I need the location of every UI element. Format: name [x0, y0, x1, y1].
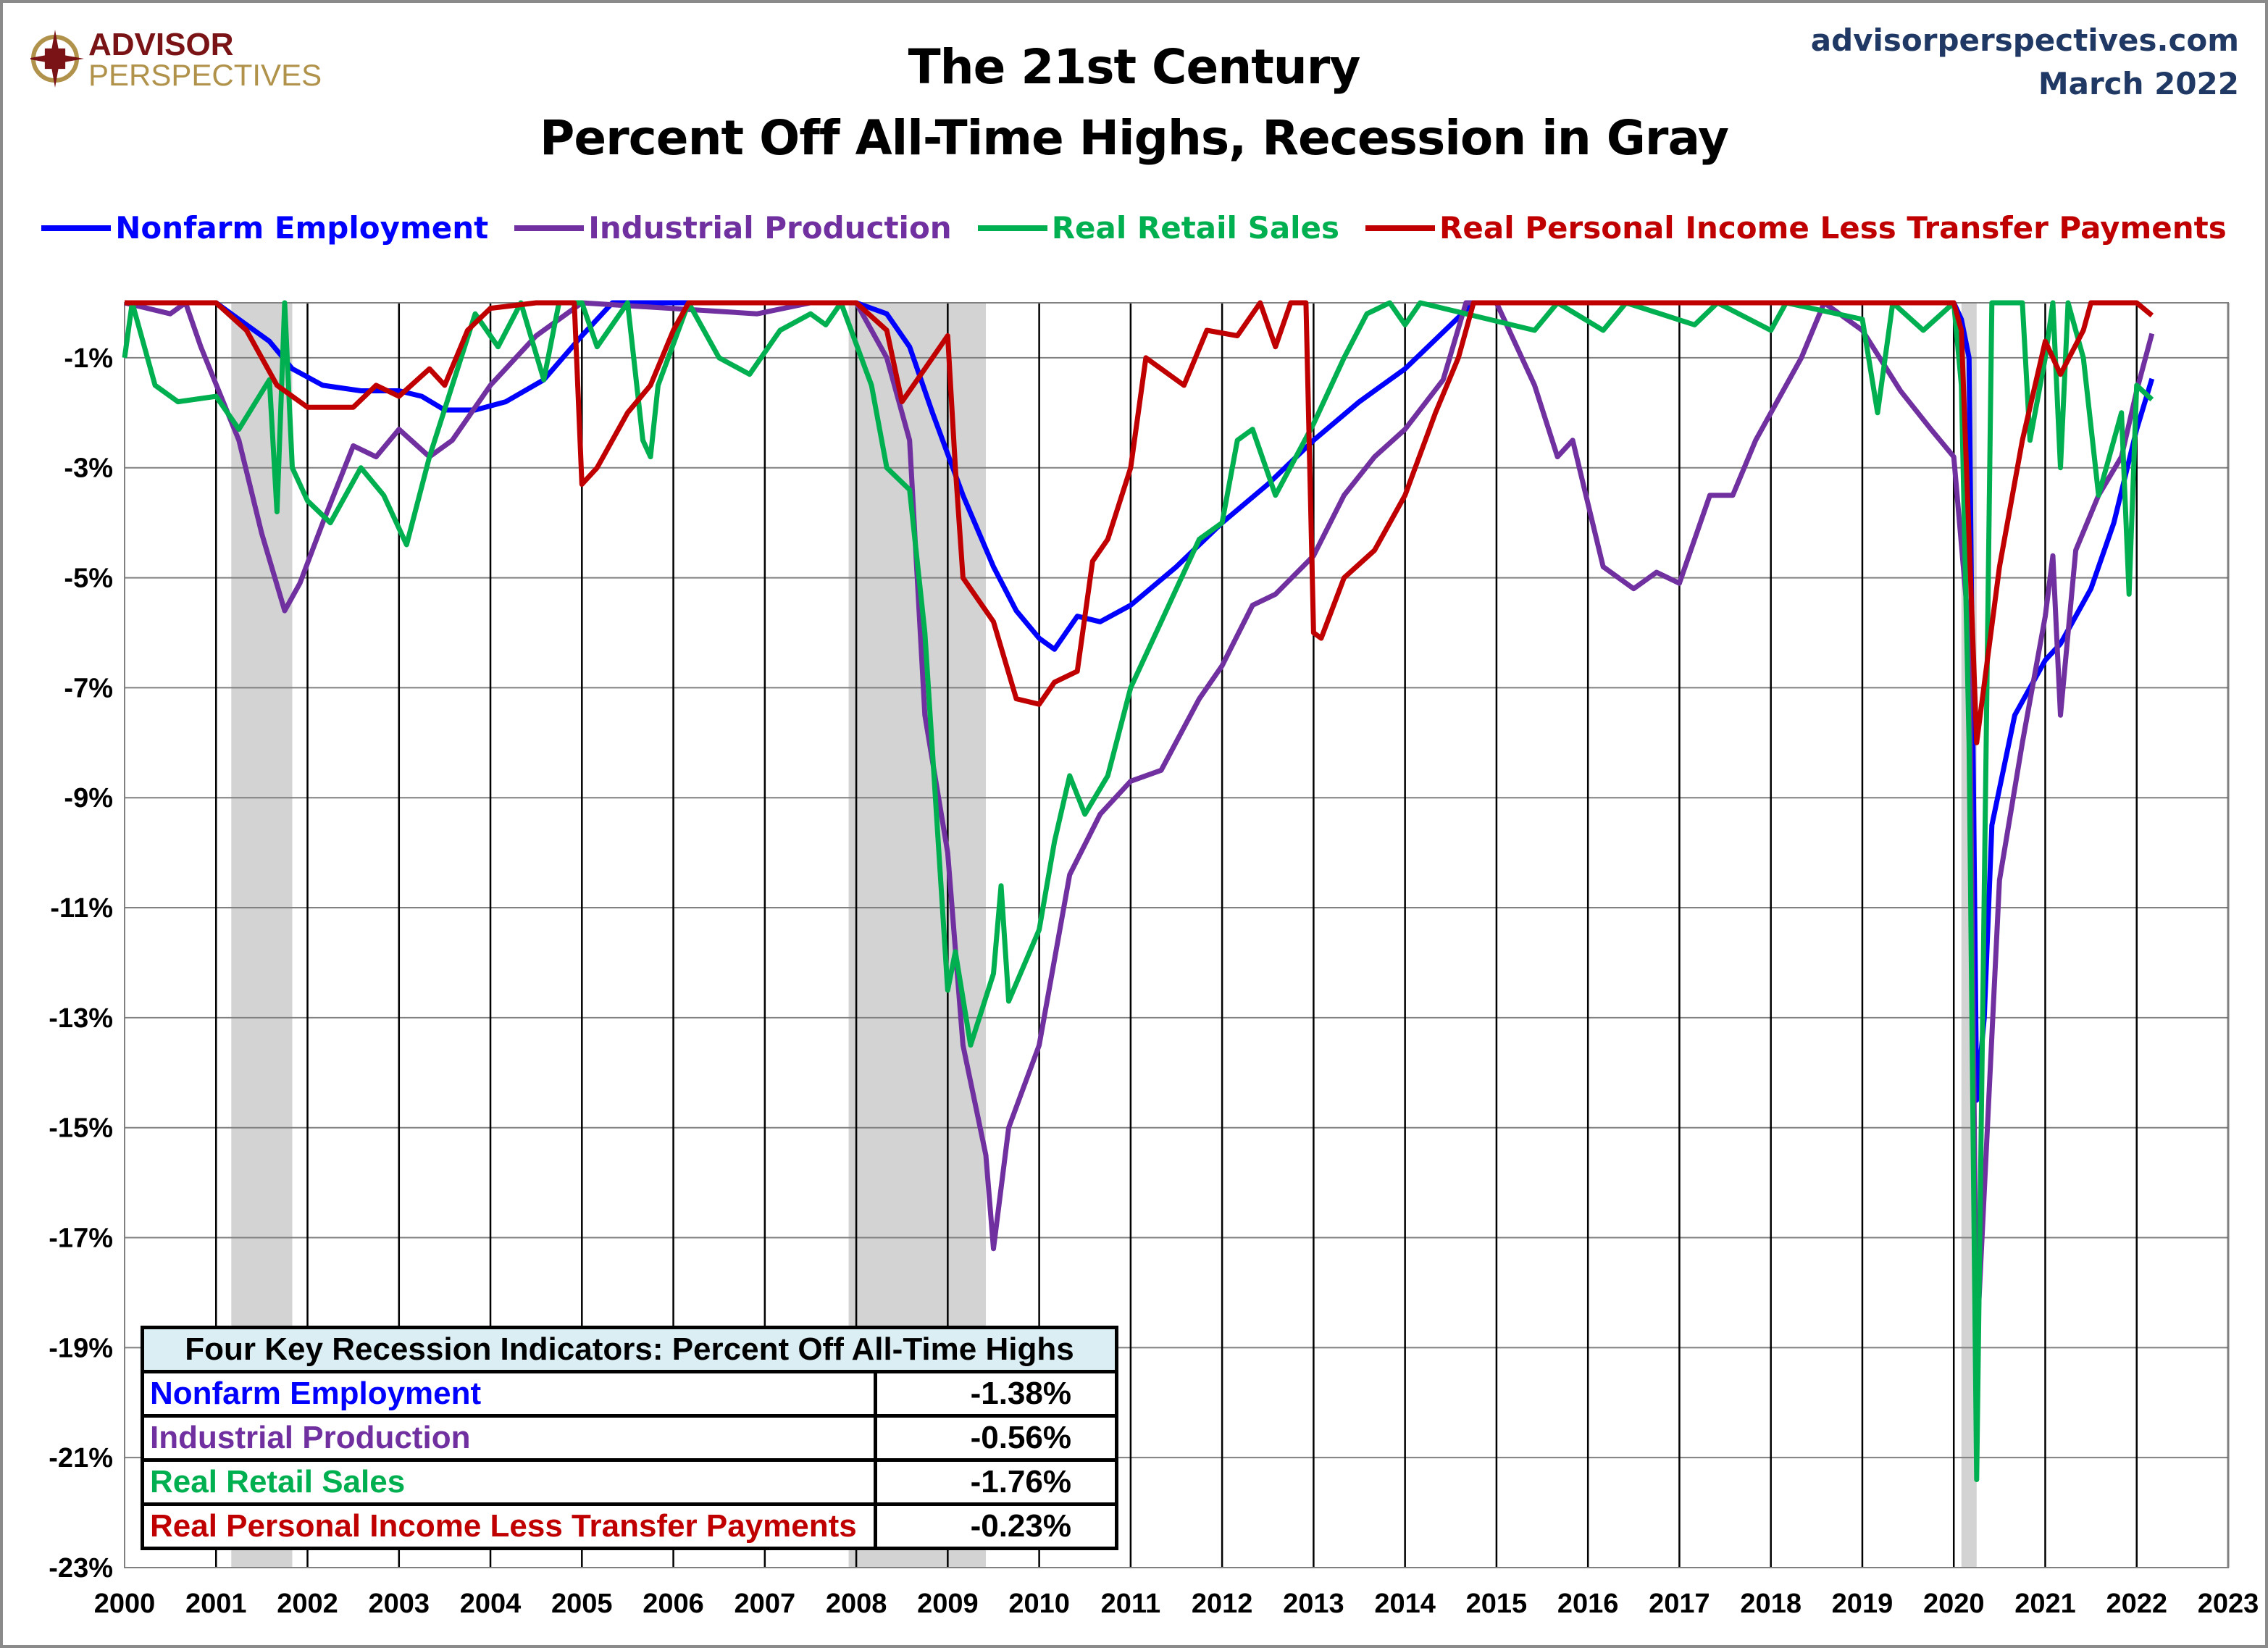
chart-title: The 21st Century [908, 39, 1361, 95]
series-line-industrial-production [124, 300, 2155, 1350]
x-tick-label: 2016 [1557, 1589, 1619, 1619]
y-tick-label: -5% [64, 564, 113, 594]
y-tick-label: -19% [49, 1333, 113, 1363]
x-tick-label: 2004 [460, 1589, 522, 1619]
legend-swatch [977, 225, 1047, 231]
svg-text:PERSPECTIVES: PERSPECTIVES [88, 58, 322, 91]
legend-item: Real Personal Income Less Transfer Payme… [1365, 210, 2227, 246]
legend: Nonfarm Employment Industrial Production R… [3, 210, 2265, 246]
legend-label: Nonfarm Employment [115, 210, 489, 246]
line-chart: -1% -3% -5% -7% -9% -11% -13% -15% -17% -19% -21% -… [49, 300, 2259, 1619]
legend-label: Industrial Production [588, 210, 952, 246]
x-tick-label: 2006 [643, 1589, 704, 1619]
x-tick-label: 2008 [826, 1589, 887, 1619]
x-tick-label: 2005 [551, 1589, 613, 1619]
x-tick-label: 2017 [1649, 1589, 1710, 1619]
x-tick-label: 2015 [1466, 1589, 1528, 1619]
y-tick-label: -21% [49, 1443, 113, 1473]
y-tick-label: -15% [49, 1113, 113, 1144]
indicator-value: -0.56% [874, 1414, 1118, 1462]
indicator-name: Real Retail Sales [141, 1458, 877, 1506]
y-tick-label: -13% [49, 1003, 113, 1034]
legend-swatch [1365, 225, 1436, 231]
x-tick-label: 2001 [185, 1589, 247, 1619]
legend-item: Real Retail Sales [977, 210, 1340, 246]
y-tick-label: -11% [50, 893, 113, 924]
y-tick-label: -7% [64, 673, 113, 703]
y-tick-label: -9% [64, 783, 113, 813]
x-tick-label: 2009 [917, 1589, 979, 1619]
source-block: advisorperspectives.com March 2022 [1811, 19, 2239, 106]
x-tick-label: 2002 [277, 1589, 338, 1619]
x-tick-label: 2014 [1374, 1589, 1436, 1619]
indicator-value: -1.38% [874, 1370, 1118, 1418]
indicator-name: Industrial Production [141, 1414, 877, 1462]
legend-label: Real Personal Income Less Transfer Payme… [1439, 210, 2227, 246]
x-tick-label: 2019 [1832, 1589, 1894, 1619]
indicator-name: Nonfarm Employment [141, 1370, 877, 1418]
x-tick-label: 2007 [735, 1589, 796, 1619]
x-tick-label: 2010 [1008, 1589, 1070, 1619]
chart-subtitle: Percent Off All-Time Highs, Recession in… [540, 110, 1729, 166]
summary-table-title: Four Key Recession Indicators: Percent O… [141, 1326, 1118, 1373]
x-tick-label: 2018 [1740, 1589, 1802, 1619]
y-tick-label: -23% [49, 1553, 113, 1584]
site-url[interactable]: advisorperspectives.com [1810, 22, 2239, 58]
advisor-perspectives-logo: ADVISOR PERSPECTIVES [30, 27, 322, 91]
x-tick-label: 2012 [1192, 1589, 1253, 1619]
legend-item: Industrial Production [514, 210, 952, 246]
svg-text:ADVISOR: ADVISOR [88, 27, 233, 62]
indicator-name: Real Personal Income Less Transfer Payme… [141, 1502, 877, 1550]
table-row: Real Personal Income Less Transfer Payme… [141, 1502, 1118, 1550]
y-tick-label: -17% [49, 1224, 113, 1254]
x-tick-label: 2003 [369, 1589, 430, 1619]
table-row: Industrial Production -0.56% [141, 1414, 1118, 1462]
indicator-value: -0.23% [874, 1502, 1118, 1550]
indicator-value: -1.76% [874, 1458, 1118, 1506]
table-row: Real Retail Sales -1.76% [141, 1458, 1118, 1506]
plot-frame [124, 302, 2229, 1568]
x-tick-label: 2022 [2106, 1589, 2167, 1619]
chart-date: March 2022 [2038, 66, 2239, 101]
summary-table: Four Key Recession Indicators: Percent O… [141, 1326, 1118, 1550]
legend-swatch [514, 225, 585, 231]
series-line-real-retail-sales [122, 300, 2154, 1482]
x-tick-label: 2013 [1283, 1589, 1344, 1619]
legend-label: Real Retail Sales [1051, 210, 1340, 246]
series-line-real-personal-income-less-transfer-payments [125, 300, 2154, 745]
x-tick-label: 2023 [2198, 1589, 2259, 1619]
y-tick-label: -1% [64, 343, 113, 374]
x-tick-label: 2021 [2014, 1589, 2076, 1619]
x-tick-label: 2020 [1923, 1589, 1985, 1619]
chart-title-block: The 21st Century Percent Off All-Time Hi… [3, 32, 2265, 174]
y-tick-label: -3% [64, 453, 113, 484]
legend-item: Nonfarm Employment [41, 210, 488, 246]
x-tick-label: 2011 [1101, 1589, 1160, 1619]
legend-swatch [41, 225, 112, 231]
x-tick-label: 2000 [94, 1589, 156, 1619]
table-row: Nonfarm Employment -1.38% [141, 1370, 1118, 1418]
